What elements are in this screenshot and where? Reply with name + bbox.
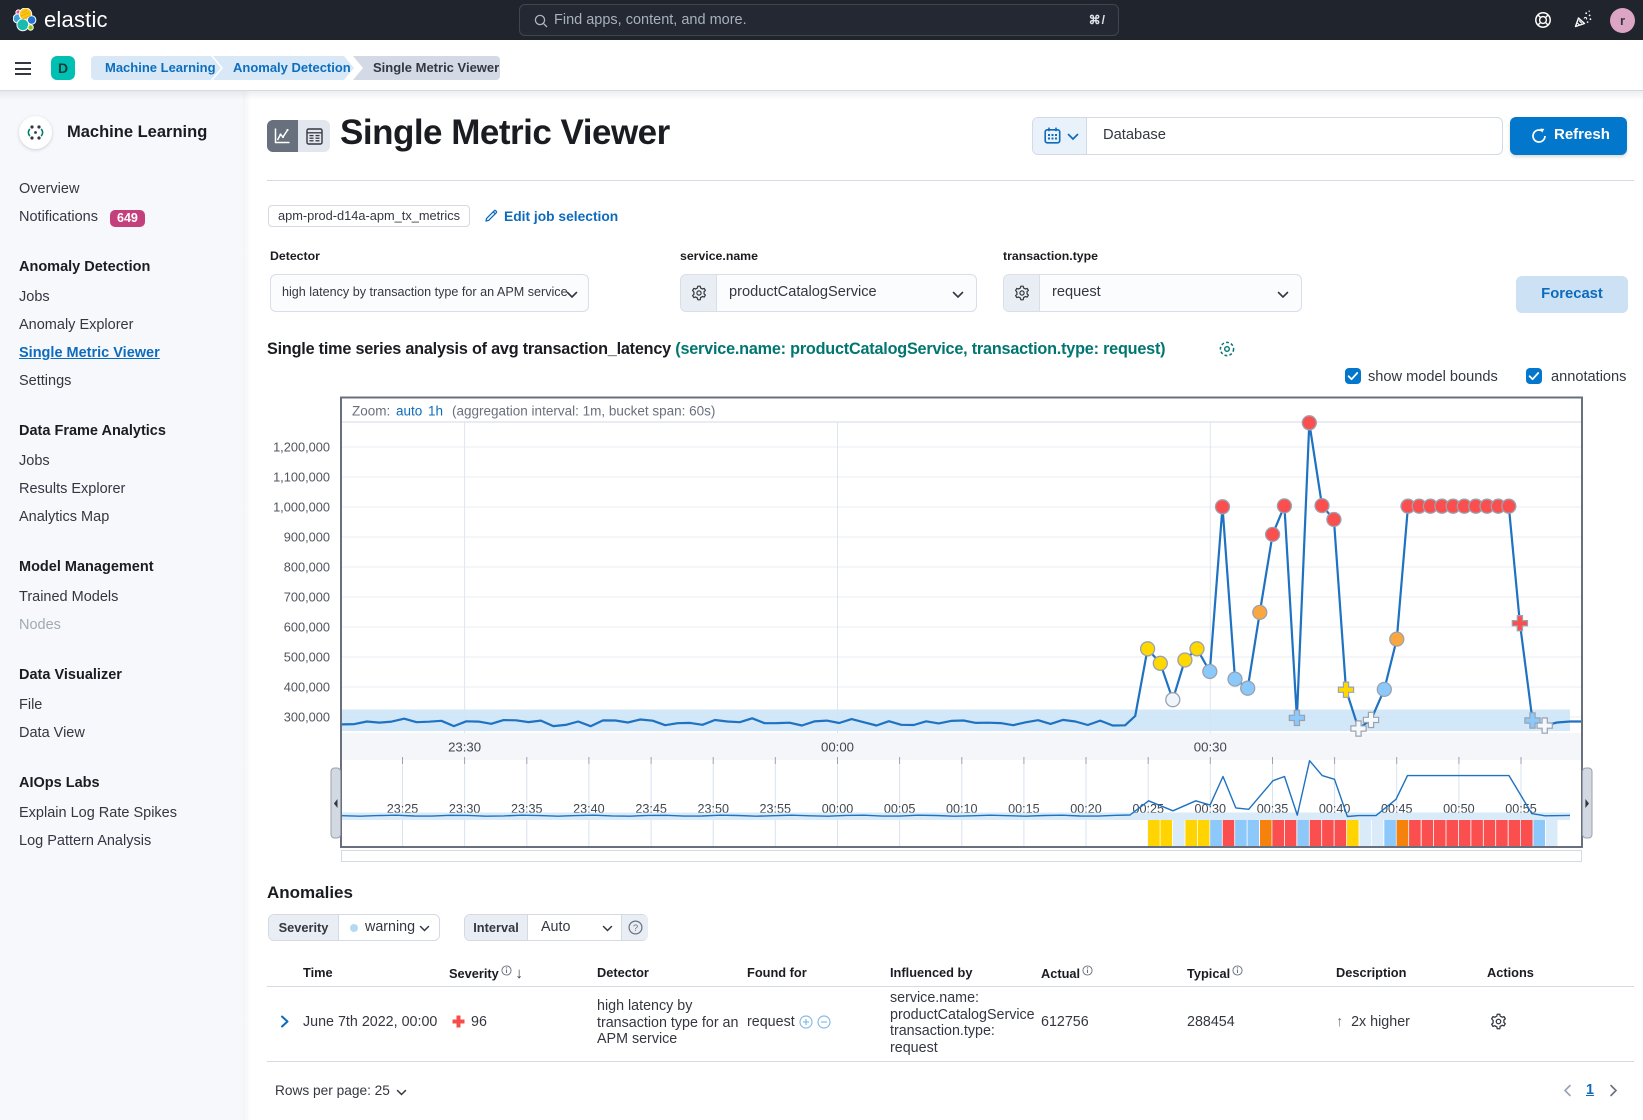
svg-text:400,000: 400,000 bbox=[284, 680, 330, 695]
svg-text:1,100,000: 1,100,000 bbox=[273, 470, 330, 485]
svg-text:00:00: 00:00 bbox=[821, 740, 854, 755]
svg-text:?: ? bbox=[633, 923, 638, 934]
svg-text:900,000: 900,000 bbox=[284, 530, 330, 545]
svg-text:(aggregation interval: 1m, buc: (aggregation interval: 1m, bucket span: … bbox=[452, 404, 715, 419]
svg-text:auto: auto bbox=[396, 404, 422, 419]
svg-text:300,000: 300,000 bbox=[284, 710, 330, 725]
svg-text:600,000: 600,000 bbox=[284, 620, 330, 635]
svg-text:1h: 1h bbox=[428, 404, 443, 419]
svg-text:700,000: 700,000 bbox=[284, 590, 330, 605]
svg-text:Zoom:: Zoom: bbox=[352, 404, 390, 419]
svg-text:1,200,000: 1,200,000 bbox=[273, 440, 330, 455]
svg-text:800,000: 800,000 bbox=[284, 560, 330, 575]
svg-text:1,000,000: 1,000,000 bbox=[273, 500, 330, 515]
svg-text:00:30: 00:30 bbox=[1194, 740, 1227, 755]
svg-text:23:30: 23:30 bbox=[448, 740, 481, 755]
svg-text:500,000: 500,000 bbox=[284, 650, 330, 665]
